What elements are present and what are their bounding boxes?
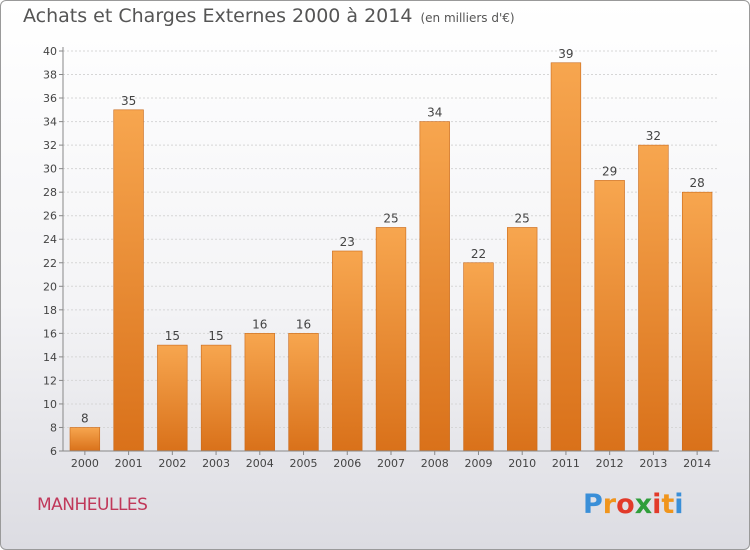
- y-tick-label: 32: [43, 139, 57, 152]
- y-tick-label: 10: [43, 398, 57, 411]
- x-tick-label: 2002: [158, 457, 186, 470]
- bar: [69, 427, 101, 452]
- x-tick-label: 2000: [71, 457, 99, 470]
- x-tick-label: 2003: [202, 457, 230, 470]
- y-tick-label: 16: [43, 327, 57, 340]
- data-label: 25: [515, 211, 530, 225]
- logo-letter: r: [602, 489, 617, 520]
- bar: [157, 344, 188, 452]
- data-label: 16: [296, 317, 311, 331]
- y-tick-label: 18: [43, 304, 57, 317]
- town-name: MANHEULLES: [37, 495, 148, 515]
- data-label: 23: [340, 235, 355, 249]
- data-label: 29: [602, 164, 617, 178]
- bar: [200, 344, 232, 452]
- chart-unit: (en milliers d'€): [420, 11, 515, 25]
- data-label: 34: [427, 106, 442, 120]
- y-tick-label: 6: [50, 445, 57, 458]
- x-tick-label: 2004: [246, 457, 274, 470]
- bar: [244, 333, 275, 452]
- x-tick-label: 2007: [377, 457, 405, 470]
- y-tick-label: 22: [43, 257, 57, 270]
- x-tick-label: 2009: [464, 457, 492, 470]
- data-label: 8: [81, 411, 89, 425]
- y-tick-label: 40: [43, 45, 57, 58]
- y-tick-label: 38: [43, 69, 57, 82]
- y-tick-label: 26: [43, 210, 57, 223]
- x-tick-label: 2008: [421, 457, 449, 470]
- y-tick-label: 8: [50, 421, 57, 434]
- x-tick-label: 2011: [552, 457, 580, 470]
- chart-title: Achats et Charges Externes 2000 à 2014 (e…: [23, 5, 515, 27]
- data-label: 28: [689, 176, 704, 190]
- x-tick-label: 2006: [333, 457, 361, 470]
- y-tick-label: 14: [43, 351, 57, 364]
- logo-letter: t: [661, 489, 675, 520]
- data-label: 22: [471, 247, 486, 261]
- y-tick-label: 30: [43, 163, 57, 176]
- logo-letter: P: [583, 489, 603, 520]
- x-tick-label: 2014: [683, 457, 711, 470]
- x-tick-label: 2012: [596, 457, 624, 470]
- bar: [419, 121, 450, 452]
- x-tick-label: 2001: [115, 457, 143, 470]
- data-label: 15: [165, 329, 180, 343]
- y-tick-label: 20: [43, 280, 57, 293]
- y-tick-label: 34: [43, 116, 57, 129]
- bar: [463, 262, 494, 452]
- data-label: 32: [646, 129, 661, 143]
- logo-letter: o: [616, 489, 635, 520]
- bar: [375, 227, 407, 452]
- bar: [550, 62, 582, 452]
- y-tick-label: 28: [43, 186, 57, 199]
- logo-letter: x: [634, 489, 653, 520]
- y-tick-label: 24: [43, 233, 57, 246]
- data-label: 25: [383, 211, 398, 225]
- bar: [638, 144, 669, 452]
- bar: [507, 227, 538, 452]
- logo-letter: i: [652, 489, 662, 520]
- y-tick-label: 36: [43, 92, 57, 105]
- x-tick-label: 2005: [290, 457, 318, 470]
- bar: [332, 250, 363, 452]
- x-tick-label: 2010: [508, 457, 536, 470]
- bar: [681, 191, 713, 452]
- proxiti-logo: Proxiti: [583, 489, 684, 520]
- bar: [594, 180, 625, 452]
- logo-letter: i: [674, 489, 684, 520]
- data-label: 39: [558, 47, 573, 61]
- bar: [288, 333, 319, 452]
- data-label: 16: [252, 317, 267, 331]
- data-label: 15: [208, 329, 223, 343]
- y-tick-label: 12: [43, 374, 57, 387]
- x-tick-label: 2013: [639, 457, 667, 470]
- bar: [113, 109, 144, 452]
- data-label: 35: [121, 94, 136, 108]
